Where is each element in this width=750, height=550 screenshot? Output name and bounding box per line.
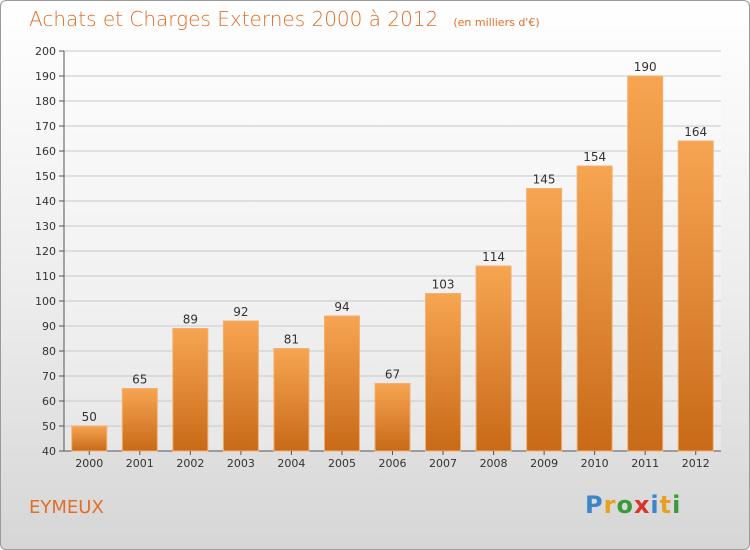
- data-label-2006: 67: [385, 368, 400, 382]
- data-label-2009: 145: [533, 173, 556, 187]
- y-tick-label: 60: [42, 395, 56, 408]
- bar-2011: [627, 75, 664, 452]
- data-label-2001: 65: [132, 373, 147, 387]
- x-tick-label: 2011: [631, 457, 659, 470]
- y-tick-label: 160: [35, 145, 56, 158]
- data-label-2007: 103: [432, 278, 455, 292]
- x-tick-label: 2007: [429, 457, 457, 470]
- logo-letter: i: [672, 491, 682, 519]
- bar-2005: [323, 315, 360, 452]
- y-tick-label: 70: [42, 370, 56, 383]
- data-label-2003: 92: [233, 305, 248, 319]
- data-label-2012: 164: [684, 125, 707, 139]
- place-name: EYMEUX: [29, 497, 104, 518]
- bar-2012: [677, 140, 714, 452]
- y-tick-label: 150: [35, 170, 56, 183]
- data-label-2010: 154: [583, 150, 606, 164]
- bar-2009: [526, 188, 563, 452]
- x-tick-label: 2003: [227, 457, 255, 470]
- chart-subtitle: (en milliers d'€): [453, 16, 540, 29]
- y-tick-label: 80: [42, 345, 56, 358]
- y-tick-label: 50: [42, 420, 56, 433]
- x-tick-label: 2002: [176, 457, 204, 470]
- x-tick-label: 2001: [126, 457, 154, 470]
- data-label-2008: 114: [482, 250, 505, 264]
- x-tick-label: 2008: [480, 457, 508, 470]
- data-label-2005: 94: [334, 300, 349, 314]
- y-tick-label: 130: [35, 220, 56, 233]
- bar-2003: [222, 320, 259, 452]
- logo-letter: P: [585, 491, 604, 519]
- bar-2006: [374, 383, 411, 452]
- bar-2002: [172, 328, 209, 452]
- y-tick-label: 200: [35, 45, 56, 58]
- y-tick-label: 180: [35, 95, 56, 108]
- y-tick-label: 120: [35, 245, 56, 258]
- data-label-2002: 89: [183, 313, 198, 327]
- proxiti-logo: Proxiti: [585, 491, 681, 519]
- x-tick-label: 2000: [75, 457, 103, 470]
- logo-letter: r: [603, 491, 617, 519]
- x-tick-label: 2009: [530, 457, 558, 470]
- x-tick-label: 2010: [581, 457, 609, 470]
- bar-2001: [121, 388, 158, 452]
- bar-2008: [475, 265, 512, 452]
- title-block: Achats et Charges Externes 2000 à 2012 (…: [29, 7, 540, 31]
- logo-letter: x: [633, 491, 651, 519]
- data-label-2004: 81: [284, 333, 299, 347]
- bar-2000: [71, 425, 108, 452]
- y-tick-label: 40: [42, 445, 56, 458]
- x-tick-label: 2006: [379, 457, 407, 470]
- y-tick-label: 140: [35, 195, 56, 208]
- y-tick-label: 110: [35, 270, 56, 283]
- x-tick-label: 2004: [277, 457, 305, 470]
- logo-letter: i: [650, 491, 660, 519]
- data-label-2000: 50: [82, 410, 97, 424]
- y-tick-label: 190: [35, 70, 56, 83]
- y-tick-label: 170: [35, 120, 56, 133]
- x-tick-label: 2012: [682, 457, 710, 470]
- y-tick-label: 90: [42, 320, 56, 333]
- y-tick-label: 100: [35, 295, 56, 308]
- logo-letter: o: [616, 491, 634, 519]
- bar-2010: [576, 165, 613, 452]
- data-label-2011: 190: [634, 60, 657, 74]
- bar-2007: [425, 293, 462, 452]
- chart-title: Achats et Charges Externes 2000 à 2012: [29, 7, 439, 31]
- bar-2004: [273, 348, 310, 452]
- x-tick-label: 2005: [328, 457, 356, 470]
- logo-letter: t: [659, 491, 673, 519]
